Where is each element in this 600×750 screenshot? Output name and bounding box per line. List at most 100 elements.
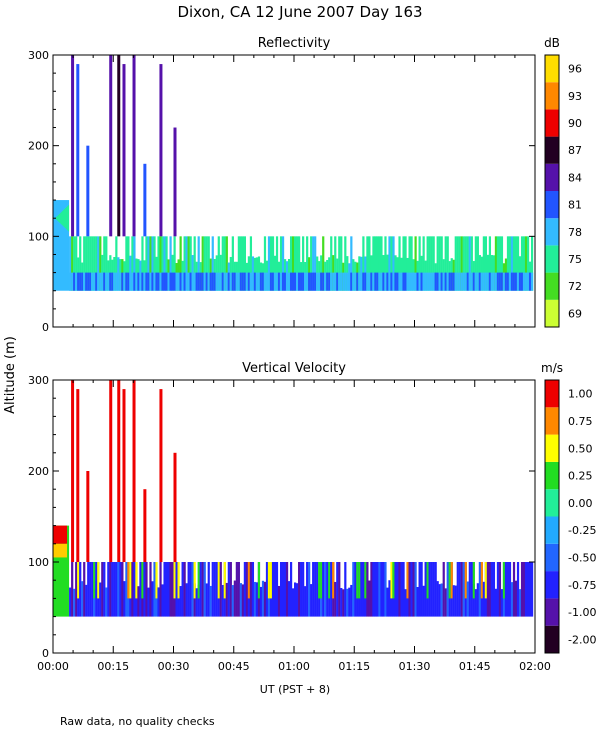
- base-layer-column: [213, 562, 216, 617]
- base-layer-column: [71, 236, 74, 291]
- low-band-column: [372, 272, 375, 291]
- panel-vertical-velocity: Vertical Velocity 0 100 200 300 00:00 00:15 00:…: [28, 361, 596, 673]
- base-layer-column: [440, 236, 443, 291]
- base-layer-column: [334, 236, 337, 291]
- low-band-column: [211, 272, 214, 291]
- updraft-column: [320, 562, 323, 599]
- base-layer-column: [384, 562, 387, 617]
- panel-title: Reflectivity: [258, 36, 331, 51]
- plume-mark: [117, 55, 121, 237]
- base-layer-column: [131, 562, 134, 617]
- low-band-column: [384, 272, 387, 291]
- base-layer-column: [225, 582, 228, 617]
- low-band-column: [87, 272, 90, 291]
- low-band-column: [273, 272, 277, 291]
- low-band-column: [101, 272, 104, 291]
- base-layer-column: [169, 236, 172, 291]
- y-tick-label: 300: [28, 374, 49, 387]
- base-layer-column: [249, 562, 253, 617]
- base-layer-column: [161, 236, 164, 291]
- low-band-column: [153, 272, 156, 291]
- base-layer-column: [312, 562, 315, 617]
- low-band-column: [516, 272, 520, 291]
- low-band-column: [91, 272, 94, 291]
- colorbar-frame: [544, 379, 560, 654]
- base-layer-column: [205, 583, 208, 617]
- base-layer-column: [69, 587, 72, 617]
- low-band-column: [255, 272, 259, 291]
- colorbar-tick-label: 72: [568, 280, 582, 293]
- base-layer-column: [498, 562, 502, 617]
- base-layer-column: [526, 562, 530, 617]
- base-layer-column: [243, 562, 247, 617]
- base-layer-column: [456, 562, 459, 617]
- base-layer-column: [71, 562, 74, 617]
- low-band-column: [316, 272, 319, 291]
- base-layer-column: [95, 236, 98, 291]
- base-layer-column: [372, 562, 375, 617]
- base-layer-column: [241, 584, 244, 617]
- colorbar-segment: [545, 543, 559, 572]
- initial-block-top: [53, 525, 68, 544]
- plume-mark: [173, 452, 177, 562]
- low-band-column: [151, 272, 154, 291]
- low-band-column: [177, 272, 180, 291]
- x-tick-label: 00:00: [37, 660, 69, 673]
- base-layer-column: [277, 585, 281, 617]
- base-layer-column: [221, 584, 224, 617]
- low-band-column: [251, 272, 255, 291]
- low-band-column: [191, 272, 194, 291]
- low-band-column: [370, 272, 373, 291]
- updraft-column: [464, 562, 467, 599]
- low-band-column: [414, 272, 417, 291]
- low-band-column: [344, 272, 347, 291]
- base-layer-column: [488, 236, 492, 291]
- base-layer-column: [378, 562, 381, 617]
- low-band-column: [209, 272, 212, 291]
- plume-mark: [76, 64, 80, 237]
- colorbar-segment: [545, 571, 559, 599]
- base-layer-column: [211, 562, 214, 617]
- base-layer-column: [217, 236, 220, 291]
- base-layer-column: [75, 236, 78, 291]
- base-layer-column: [458, 236, 461, 291]
- updraft-column: [217, 562, 220, 599]
- base-layer-column: [143, 562, 146, 617]
- base-layer-column: [422, 236, 425, 291]
- base-layer-column: [446, 236, 449, 291]
- base-layer-column: [221, 236, 224, 291]
- base-layer-column: [85, 236, 88, 291]
- low-band-column: [171, 272, 174, 291]
- x-tick-label: 01:30: [399, 660, 431, 673]
- base-layer-column: [500, 236, 504, 291]
- base-layer-column: [468, 562, 471, 617]
- colorbar-tick-label: 0.50: [568, 442, 593, 455]
- base-layer-column: [434, 562, 437, 617]
- base-layer-column: [430, 562, 433, 617]
- updraft-column: [141, 562, 144, 599]
- low-band-column: [277, 272, 281, 291]
- base-layer-column: [514, 580, 518, 617]
- updraft-column: [97, 562, 100, 599]
- plume-mark: [173, 127, 177, 237]
- low-band-column: [376, 272, 379, 291]
- low-band-column: [159, 272, 162, 291]
- base-layer-column: [109, 562, 112, 617]
- base-layer-column: [85, 584, 88, 617]
- base-layer-column: [490, 562, 494, 617]
- base-layer-column: [189, 236, 192, 291]
- plume-mark: [159, 389, 163, 562]
- base-layer-column: [161, 584, 164, 617]
- low-band-column: [193, 272, 196, 291]
- y-axis-label: Altitude (m): [3, 336, 18, 414]
- base-layer-column: [418, 236, 421, 291]
- base-layer-column: [402, 236, 405, 291]
- low-band-column: [450, 272, 453, 291]
- figure-title: Dixon, CA 12 June 2007 Day 163: [177, 3, 422, 21]
- base-layer-column: [354, 562, 357, 617]
- updraft-column: [332, 562, 335, 599]
- low-band-column: [374, 272, 377, 291]
- low-band-column: [155, 272, 158, 291]
- low-band-column: [418, 272, 421, 291]
- low-band-column: [474, 272, 477, 291]
